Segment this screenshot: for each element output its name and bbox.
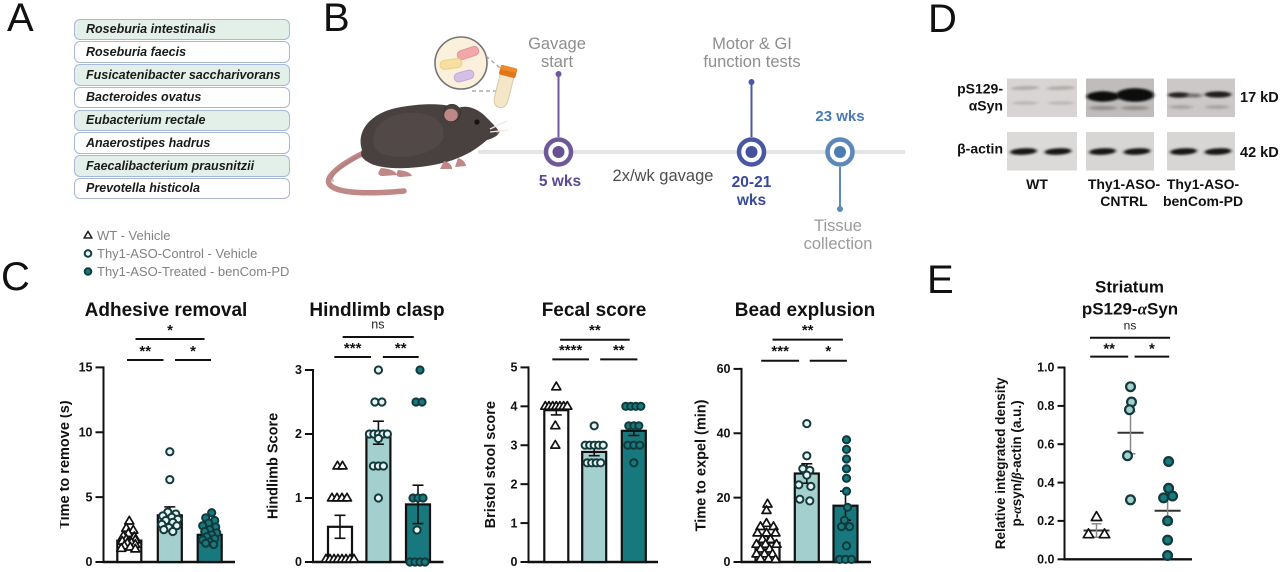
svg-text:5: 5 [511,361,518,375]
svg-text:Thy1-ASO-Treated - benCom-PD: Thy1-ASO-Treated - benCom-PD [97,264,289,279]
svg-text:Time to expel (min): Time to expel (min) [694,399,710,531]
svg-text:17 kD: 17 kD [1240,90,1279,106]
svg-text:β-actin: β-actin [957,141,1003,157]
svg-text:**: ** [613,342,625,359]
svg-text:Fecal score: Fecal score [542,300,647,321]
svg-text:Bristol stool score: Bristol stool score [483,401,499,528]
svg-text:Hindlimb Score: Hindlimb Score [266,413,282,519]
svg-text:*: * [1149,341,1155,358]
svg-text:Striatum: Striatum [1095,277,1164,296]
svg-text:1.0: 1.0 [1037,361,1054,375]
svg-text:**: ** [1103,341,1115,358]
svg-text:***: *** [771,343,789,360]
svg-text:benCom-PD: benCom-PD [1163,193,1243,209]
svg-text:60: 60 [717,362,731,376]
svg-text:p-αsyn/β-actin (a.u.): p-αsyn/β-actin (a.u.) [1009,400,1024,526]
svg-text:*: * [825,343,831,360]
svg-text:WT: WT [1026,176,1048,192]
svg-text:23 wks: 23 wks [815,108,864,125]
svg-text:0: 0 [86,555,93,569]
svg-text:pS129-αSyn: pS129-αSyn [1082,300,1178,319]
svg-text:0.6: 0.6 [1037,437,1054,451]
svg-text:Motor & GI: Motor & GI [712,35,792,53]
svg-text:42 kD: 42 kD [1240,145,1279,161]
svg-text:αSyn: αSyn [969,98,1003,114]
svg-text:Relative integrated density: Relative integrated density [993,377,1008,549]
svg-text:*: * [190,343,196,360]
svg-text:5 wks: 5 wks [539,173,581,190]
svg-text:*: * [167,322,173,339]
svg-text:0.0: 0.0 [1037,553,1054,567]
svg-text:Bead explusion: Bead explusion [735,300,875,321]
svg-text:0.8: 0.8 [1037,399,1054,413]
svg-text:0: 0 [724,555,731,569]
svg-text:****: **** [559,342,583,359]
svg-text:Thy1-ASO-Control - Vehicle: Thy1-ASO-Control - Vehicle [97,246,257,261]
svg-text:pS129-: pS129- [957,81,1003,97]
svg-text:0: 0 [295,555,302,569]
svg-text:start: start [541,53,574,71]
svg-text:ns: ns [371,318,384,332]
svg-text:15: 15 [79,361,93,375]
svg-text:ns: ns [1124,318,1137,332]
svg-text:Hindlimb clasp: Hindlimb clasp [309,300,444,321]
svg-text:WT - Vehicle: WT - Vehicle [97,228,170,243]
svg-text:0.2: 0.2 [1037,514,1054,528]
svg-text:function tests: function tests [703,53,800,71]
svg-text:Thy1-ASO-: Thy1-ASO- [1167,176,1240,192]
svg-text:Tissue: Tissue [814,217,862,235]
svg-text:collection: collection [804,235,873,253]
svg-text:2x/wk gavage: 2x/wk gavage [613,167,714,185]
svg-text:**: ** [395,340,407,357]
svg-text:40: 40 [717,426,731,440]
svg-text:2: 2 [295,427,302,441]
svg-text:wks: wks [736,192,766,209]
svg-text:0: 0 [511,555,518,569]
svg-text:1: 1 [511,516,518,530]
svg-text:3: 3 [511,438,518,452]
svg-text:**: ** [589,322,601,339]
svg-text:10: 10 [79,425,93,439]
svg-text:0.4: 0.4 [1037,476,1054,490]
svg-text:20: 20 [717,491,731,505]
svg-text:***: *** [344,340,362,357]
svg-text:Adhesive removal: Adhesive removal [85,300,248,321]
svg-text:4: 4 [511,400,518,414]
svg-text:1: 1 [295,491,302,505]
svg-text:Time to remove (s): Time to remove (s) [60,400,73,529]
svg-text:Gavage: Gavage [528,35,586,53]
svg-text:**: ** [139,343,151,360]
svg-text:**: ** [802,322,814,339]
svg-text:3: 3 [295,363,302,377]
svg-text:5: 5 [86,490,93,504]
svg-text:CNTRL: CNTRL [1100,193,1148,209]
svg-text:2: 2 [511,477,518,491]
svg-text:Thy1-ASO-: Thy1-ASO- [1088,176,1161,192]
svg-text:20-21: 20-21 [732,174,772,191]
